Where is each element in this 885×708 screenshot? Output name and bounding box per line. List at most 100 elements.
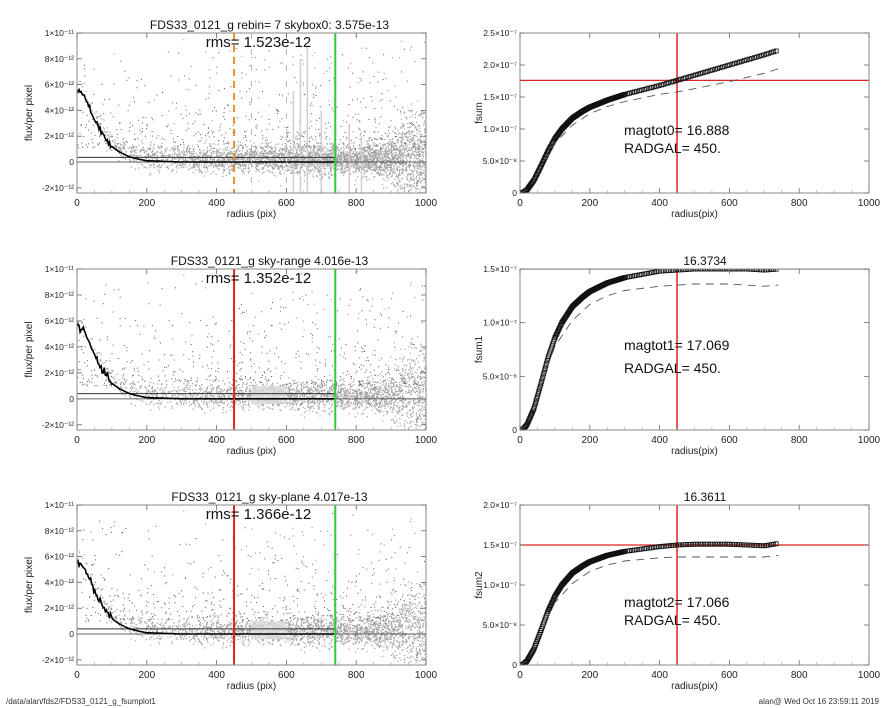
data-point [737, 542, 742, 548]
x-tick-label: 400 [208, 435, 225, 446]
y-axis-label: fsum2 [474, 571, 485, 599]
y-tick-label: 1×10⁻¹¹ [45, 500, 74, 510]
annotation-line: magtot2= 17.066 [624, 594, 730, 610]
y-tick-label: 1.5×10⁻⁷ [483, 92, 517, 102]
y-tick-label: 8×10⁻¹² [45, 290, 74, 300]
y-axis-label: flux/per pixel [24, 85, 35, 141]
data-point [656, 544, 662, 550]
y-tick-label: 0 [69, 394, 74, 404]
data-point [700, 269, 706, 272]
data-point [530, 647, 536, 653]
x-tick-label: 800 [791, 670, 808, 681]
y-tick-label: 8×10⁻¹² [45, 526, 74, 536]
data-point [553, 332, 559, 338]
data-point [737, 59, 742, 65]
data-point [627, 548, 632, 554]
data-point [636, 272, 642, 278]
y-tick-label: 6×10⁻¹² [45, 552, 74, 562]
scatter-outliers [79, 512, 426, 622]
x-tick-label: 800 [348, 435, 365, 446]
data-point [759, 269, 764, 273]
x-tick-label: 200 [581, 435, 598, 446]
data-point [744, 57, 750, 63]
x-tick-label: 800 [791, 198, 808, 209]
data-point [651, 269, 657, 275]
data-point [532, 403, 538, 409]
data-point [651, 84, 657, 90]
plot-frame [519, 504, 870, 666]
data-point [546, 605, 552, 611]
data-point [622, 275, 628, 280]
sky-band-region [251, 621, 287, 640]
data-point [722, 63, 728, 69]
data-point [624, 274, 630, 280]
x-tick-label: 600 [721, 435, 738, 446]
data-point [749, 56, 755, 61]
data-point [535, 393, 540, 399]
data-point [739, 542, 745, 548]
data-point [690, 73, 696, 79]
data-point [773, 541, 779, 547]
data-point [688, 541, 694, 547]
annotation-line: RADGAL= 450. [624, 140, 721, 156]
rms-annotation: rms= 1.523e-12 [206, 34, 311, 51]
data-point [768, 542, 774, 547]
data-point [531, 406, 537, 411]
chart-title: 16.3734 [683, 254, 727, 268]
x-tick-label: 400 [651, 670, 668, 681]
data-point [756, 269, 762, 273]
data-point [732, 269, 738, 272]
rms-annotation: rms= 1.366e-12 [206, 506, 311, 523]
data-point [546, 607, 552, 613]
data-point [646, 270, 652, 276]
data-point [734, 542, 740, 547]
data-point [553, 333, 558, 339]
data-point [668, 543, 674, 548]
data-point [759, 53, 764, 58]
profile-line [77, 558, 335, 635]
y-tick-label: 5.0×10⁻⁸ [483, 156, 518, 166]
data-point [649, 85, 654, 90]
data-point [678, 76, 684, 82]
data-point [654, 269, 659, 275]
x-tick-label: 600 [278, 670, 295, 681]
y-tick-label: 2.5×10⁻⁷ [483, 28, 517, 38]
data-point [717, 269, 723, 272]
data-point [720, 269, 725, 272]
x-axis-label: radius(pix) [671, 446, 718, 457]
y-tick-label: 2.0×10⁻⁷ [483, 60, 517, 70]
data-point [539, 378, 545, 384]
y-tick-label: 6×10⁻¹² [45, 80, 74, 90]
data-point [727, 541, 733, 547]
x-tick-label: 1000 [858, 435, 881, 446]
plot-frame [519, 32, 870, 194]
y-tick-label: 0 [69, 629, 74, 639]
data-point [763, 543, 769, 548]
x-tick-label: 1000 [415, 435, 438, 446]
data-point [685, 542, 691, 547]
data-point [766, 269, 772, 273]
data-point [754, 269, 760, 273]
scatter-outliers [77, 273, 426, 387]
y-tick-label: 2×10⁻¹² [45, 368, 74, 378]
data-point [654, 83, 659, 89]
x-axis-label: radius(pix) [671, 681, 718, 692]
data-point [756, 53, 762, 59]
data-point [695, 269, 701, 272]
data-point [673, 269, 679, 273]
x-tick-label: 1000 [415, 198, 438, 209]
data-point [549, 601, 554, 607]
data-point [729, 541, 735, 547]
y-tick-label: 5.0×10⁻⁸ [483, 620, 518, 630]
data-point [695, 71, 701, 77]
chart-profile-sky-plane: rms= 1.366e-120 200 400 600 800 1000-2×10⁻¹²0… [24, 490, 438, 692]
y-tick-label: 0 [512, 660, 517, 670]
y-tick-label: 0 [512, 188, 517, 198]
data-point [685, 74, 691, 80]
data-point [641, 271, 647, 277]
plot-area [77, 269, 426, 430]
y-tick-label: 0 [512, 425, 517, 435]
x-tick-label: 200 [138, 198, 155, 209]
data-point [688, 73, 694, 79]
